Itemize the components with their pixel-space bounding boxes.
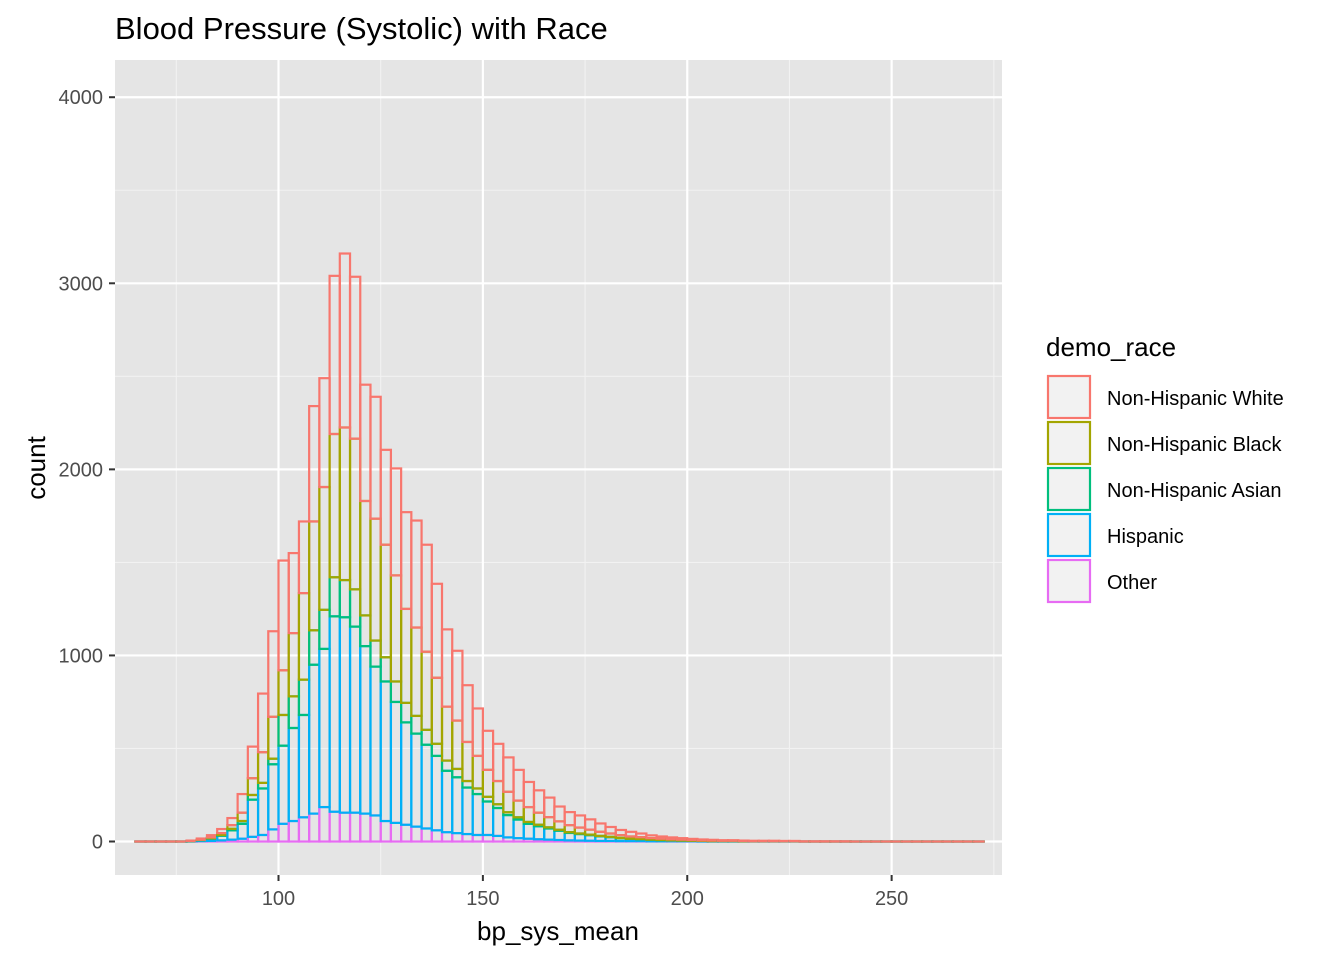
legend-key — [1046, 558, 1092, 604]
histogram-bar — [675, 837, 689, 841]
legend-label: Non-Hispanic White — [1107, 388, 1284, 410]
y-tick-label: 1000 — [59, 645, 104, 667]
legend-items: Non-Hispanic White Non-Hispanic Black Non-… — [1046, 374, 1284, 604]
histogram-bar — [696, 838, 709, 842]
histogram-bar — [195, 837, 209, 841]
axes: 100 150 200 250 0 1000 2000 3000 4000 — [59, 87, 909, 910]
legend-key — [1046, 512, 1092, 558]
x-axis-title: bp_sys_mean — [477, 916, 639, 946]
legend-key — [1046, 374, 1092, 420]
legend-key — [1046, 466, 1092, 512]
x-tick-label: 250 — [875, 888, 908, 910]
histogram-bar — [706, 838, 720, 842]
histogram-bar — [716, 839, 730, 842]
histogram-bar — [686, 837, 699, 842]
legend: demo_race Non-Hispanic WhiteNon-Hispanic… — [1046, 332, 1284, 604]
legend-key — [1046, 420, 1092, 466]
x-tick-label: 150 — [466, 888, 499, 910]
histogram-bar — [665, 836, 679, 841]
legend-label: Other — [1107, 572, 1157, 594]
histogram-bar — [727, 839, 740, 842]
legend-title: demo_race — [1046, 332, 1176, 362]
legend-label: Non-Hispanic Asian — [1107, 480, 1282, 502]
y-tick-label: 0 — [92, 832, 103, 854]
histogram-bar — [348, 275, 362, 440]
x-tick-label: 200 — [671, 888, 704, 910]
histogram-bars — [134, 252, 985, 843]
y-axis-title: count — [21, 435, 51, 499]
plot-panel — [115, 60, 1002, 875]
y-tick-label: 4000 — [59, 87, 104, 109]
legend-label: Hispanic — [1107, 526, 1184, 548]
x-tick-label: 100 — [262, 888, 295, 910]
y-tick-label: 3000 — [59, 273, 104, 295]
legend-label: Non-Hispanic Black — [1107, 434, 1283, 456]
y-tick-label: 2000 — [59, 459, 104, 481]
chart-title: Blood Pressure (Systolic) with Race — [115, 11, 608, 46]
